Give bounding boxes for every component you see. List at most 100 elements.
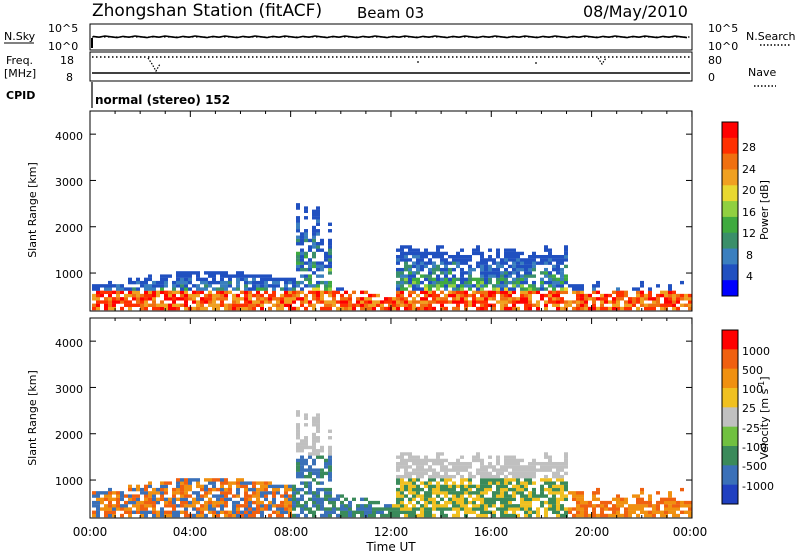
power-cell [300,280,304,285]
velocity-cell [456,500,460,505]
power-cell [156,293,160,298]
power-cell [224,287,228,291]
velocity-cell [248,507,252,511]
velocity-cell [312,497,316,502]
power-cell [316,219,320,223]
velocity-cell [300,504,304,508]
velocity-cell [304,442,308,446]
velocity-cell [348,500,352,505]
velocity-cell [316,452,320,456]
power-cell [440,284,444,288]
power-cell [480,290,484,295]
velocity-cell [372,513,376,518]
velocity-cell [156,487,160,492]
velocity-cell [568,510,572,514]
velocity-cell [648,510,652,514]
velocity-cell [116,500,120,505]
power-cell [424,254,428,259]
power-cell [164,303,168,307]
velocity-cbar-label: Velocity [m s-1] [757,376,771,459]
velocity-cell [364,497,368,502]
velocity-cell [484,500,488,505]
power-cell [480,267,484,272]
power-cell [224,290,228,295]
velocity-cell [632,507,636,511]
velocity-cell [444,507,448,511]
velocity-cell [500,507,504,511]
power-cell [488,280,492,285]
power-cell [316,274,320,278]
velocity-cell [144,513,148,518]
power-cell [216,271,220,275]
power-cell [500,264,504,269]
velocity-cell [308,497,312,502]
power-cell [480,251,484,256]
velocity-cell [208,478,212,482]
power-cell [244,274,248,278]
velocity-cell [420,468,424,472]
power-cell [536,254,540,259]
power-cell [304,216,308,220]
velocity-cell [560,513,564,518]
power-cell [212,300,216,304]
power-cell [116,293,120,298]
velocity-cell [300,465,304,469]
velocity-cell [96,491,100,495]
velocity-cell [244,494,248,498]
velocity-cell [296,426,300,430]
velocity-cell [440,452,444,456]
power-cell [236,280,240,285]
power-cell [432,290,436,295]
velocity-cell [552,504,556,508]
power-cell [196,303,200,307]
power-cell [572,287,576,291]
power-cell [272,293,276,298]
power-cell [596,280,600,285]
power-cell [528,258,532,262]
power-cell [644,303,648,307]
velocity-cell [424,494,428,498]
velocity-cell [396,497,400,502]
velocity-cell [284,510,288,514]
power-cell [244,297,248,301]
power-cell [296,280,300,285]
velocity-cell [432,468,436,472]
power-cell [276,303,280,307]
velocity-cell [676,513,680,518]
velocity-cell [480,494,484,498]
velocity-cell [428,478,432,482]
power-cell [440,254,444,259]
velocity-cell [180,500,184,505]
velocity-cell [688,510,692,514]
velocity-cell [564,487,568,492]
power-cell [152,290,156,295]
power-cell [556,284,560,288]
velocity-cell [92,504,96,508]
power-cell [476,297,480,301]
power-cell [424,306,428,311]
velocity-cell [116,507,120,511]
velocity-cell [276,484,280,489]
power-cell [420,264,424,269]
velocity-cell [152,504,156,508]
power-cell [468,271,472,275]
power-cell [296,284,300,288]
velocity-cell [368,504,372,508]
power-cell [560,274,564,278]
power-cell [308,248,312,252]
velocity-cell [236,481,240,485]
power-cell [408,251,412,256]
power-cell [528,267,532,272]
power-cell [412,280,416,285]
velocity-cell [232,507,236,511]
velocity-cell [152,497,156,502]
velocity-cell [244,513,248,518]
velocity-cell [484,510,488,514]
power-cell [400,267,404,272]
power-cell [160,300,164,304]
power-cell [556,306,560,311]
power-cell [512,261,516,265]
power-cell [632,287,636,291]
velocity-cell [456,471,460,476]
power-cell [216,297,220,301]
